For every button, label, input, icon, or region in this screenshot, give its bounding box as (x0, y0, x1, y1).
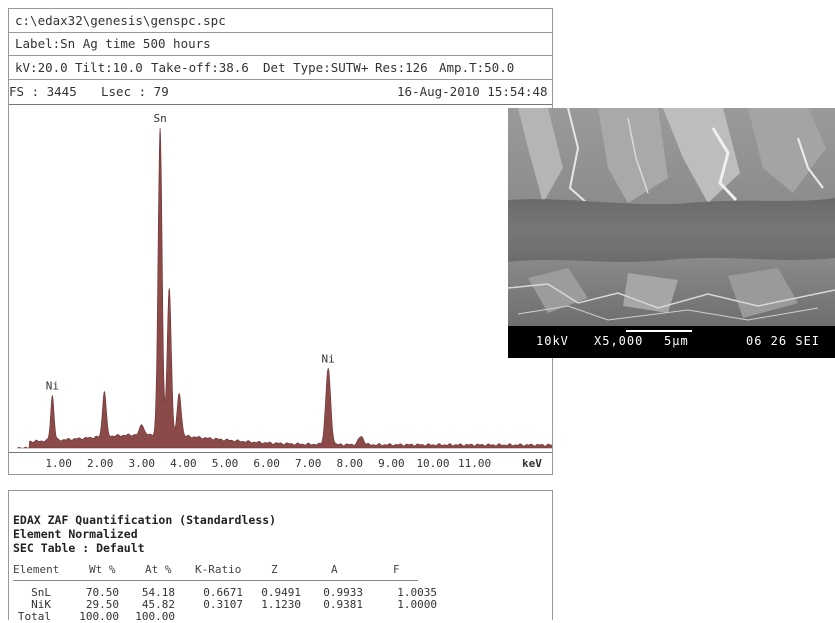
col-header-wt: Wt % (89, 563, 116, 576)
live-seconds-value: Lsec : 79 (101, 84, 169, 99)
acquisition-date: 16-Aug-2010 15:54:48 (397, 84, 548, 99)
accelerating-voltage: 10kV (536, 334, 569, 348)
x-tick-label-4: 5.00 (211, 457, 239, 470)
count-row: FS : 3445 Lsec : 79 16-Aug-2010 15:54:48 (9, 79, 552, 105)
x-tick-label-9: 10.00 (416, 457, 450, 470)
quant-cell-r1-c6: 1.0000 (397, 598, 437, 611)
quant-title: EDAX ZAF Quantification (Standardless) (13, 513, 277, 527)
x-tick-label-10: 11.00 (458, 457, 492, 470)
takeoff-value: Take-off:38.6 (151, 60, 249, 75)
energy-unit-label: keV (522, 457, 542, 470)
peak-label-ni-7: Ni (322, 352, 335, 365)
image-id: 06 26 SEI (746, 334, 821, 348)
sem-micrograph: 10kV X5,000 5µm 06 26 SEI (507, 107, 835, 358)
tilt-value: Tilt:10.0 (75, 60, 143, 75)
micrograph-image (507, 107, 835, 326)
quant-cell-r2-c1: 100.00 (79, 610, 119, 623)
col-header-at: At % (145, 563, 172, 576)
amp-time-value: Amp.T:50.0 (439, 60, 515, 75)
quant-cell-r2-c2: 100.00 (135, 610, 175, 623)
col-header-f: F (393, 563, 400, 576)
col-header-element: Element (13, 563, 60, 576)
peak-label-sn-3: Sn (153, 112, 166, 125)
magnification: X5,000 (594, 334, 644, 348)
scale-bar (626, 330, 692, 332)
col-header-kratio: K-Ratio (195, 563, 242, 576)
header-rule (13, 580, 418, 581)
acquisition-params-row: kV:20.0 Tilt:10.0 Take-off:38.6 Det Type… (9, 56, 552, 80)
quant-cell-r1-c0: NiK (31, 598, 51, 611)
spectrum-report: c:\edax32\genesis\genspc.spc Label:Sn Ag… (8, 8, 553, 475)
x-tick-label-2: 3.00 (128, 457, 156, 470)
col-header-a: A (331, 563, 338, 576)
detector-type: Det Type:SUTW+ (263, 60, 369, 75)
x-tick-label-7: 8.00 (336, 457, 364, 470)
kv-value: kV:20.0 (15, 60, 68, 75)
energy-axis: keV 1.00 2.00 3.00 4.00 5.00 6.00 7.00 8.00 9.00… (9, 452, 552, 475)
x-tick-label-1: 2.00 (86, 457, 114, 470)
quant-sec-table: SEC Table : Default (13, 541, 145, 555)
quant-cell-r1-c2: 45.82 (141, 598, 175, 611)
x-tick-label-6: 7.00 (294, 457, 322, 470)
quant-cell-r0-c6: 1.0035 (397, 586, 437, 599)
quant-cell-r0-c2: 54.18 (141, 586, 175, 599)
label-row: Label:Sn Ag time 500 hours (9, 32, 552, 56)
sample-label: Label:Sn Ag time 500 hours (15, 36, 211, 51)
quant-cell-r0-c1: 70.50 (85, 586, 119, 599)
quant-cell-r1-c4: 1.1230 (261, 598, 301, 611)
quant-cell-r1-c5: 0.9381 (323, 598, 363, 611)
x-tick-label-5: 6.00 (253, 457, 280, 470)
quant-cell-r0-c3: 0.6671 (203, 586, 243, 599)
file-path-row: c:\edax32\genesis\genspc.spc (9, 9, 552, 33)
file-path: c:\edax32\genesis\genspc.spc (15, 13, 226, 28)
quant-normalization: Element Normalized (13, 527, 138, 541)
full-scale-value: FS : 3445 (9, 84, 77, 99)
resolution-value: Res:126 (375, 60, 428, 75)
scale-length: 5µm (664, 334, 689, 348)
eds-spectrum-chart: Ni Sn Ni (17, 112, 552, 449)
quant-cell-r2-c0: Total (17, 610, 51, 623)
quant-cell-r0-c0: SnL (31, 586, 51, 599)
peak-label-ni-0: Ni (46, 380, 59, 393)
quant-cell-r1-c1: 29.50 (85, 598, 119, 611)
x-tick-label-8: 9.00 (378, 457, 405, 470)
quant-cell-r1-c3: 0.3107 (203, 598, 243, 611)
quantification-panel: EDAX ZAF Quantification (Standardless) E… (8, 490, 553, 623)
col-header-z: Z (271, 563, 278, 576)
x-tick-label-0: 1.00 (45, 457, 72, 470)
quant-cell-r0-c4: 0.9491 (261, 586, 301, 599)
quant-cell-r0-c5: 0.9933 (323, 586, 363, 599)
spectrum-area (17, 127, 552, 449)
x-tick-label-3: 4.00 (170, 457, 197, 470)
micrograph-info-bar: 10kV X5,000 5µm 06 26 SEI (508, 326, 835, 358)
